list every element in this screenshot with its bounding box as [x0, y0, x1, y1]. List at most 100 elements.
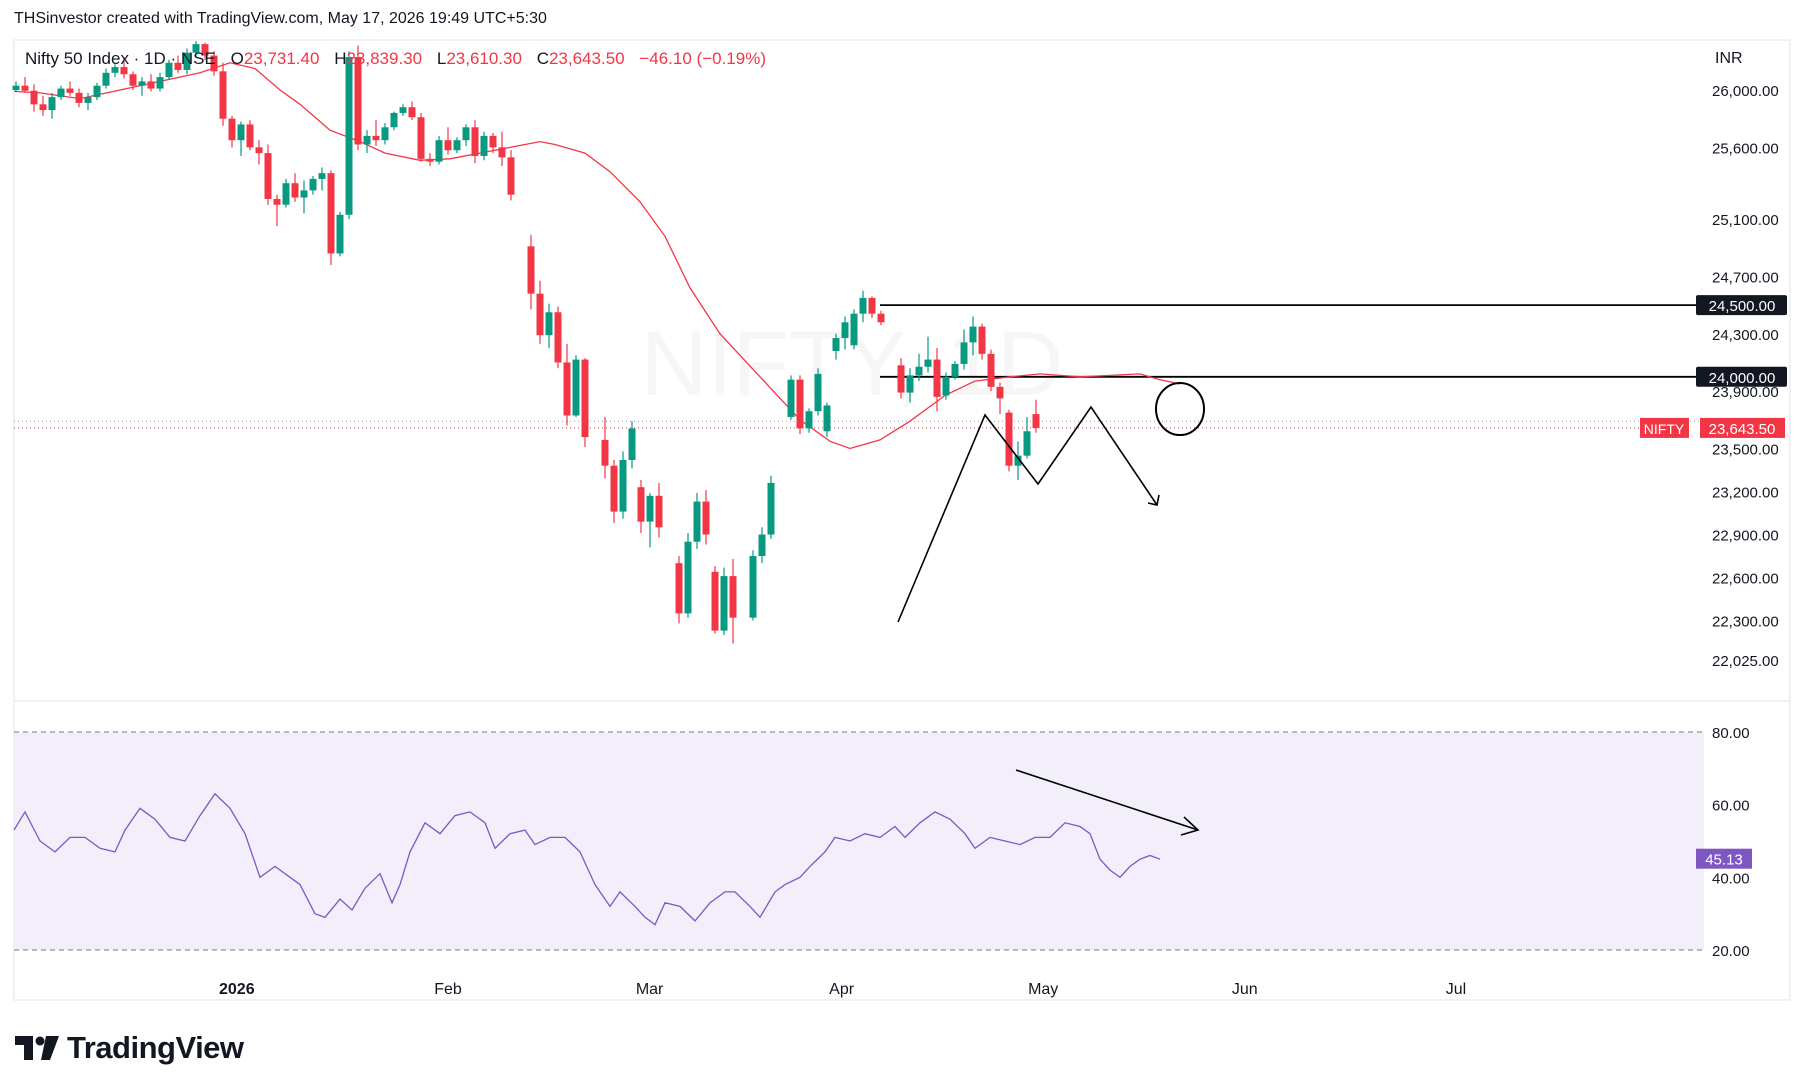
candle — [711, 566, 719, 634]
candle — [255, 140, 263, 165]
level-price-tag — [1696, 295, 1787, 316]
candle-body — [273, 198, 281, 205]
candle-body — [408, 107, 416, 118]
candle-body — [859, 297, 867, 314]
candle — [693, 492, 701, 549]
tradingview-logo-icon — [15, 1036, 59, 1060]
candle — [201, 42, 209, 60]
candle — [309, 176, 317, 195]
candle-body — [255, 147, 263, 154]
candle-body — [489, 135, 497, 148]
candle — [138, 77, 146, 96]
candle — [628, 421, 636, 469]
rsi-tick-label: 20.00 — [1712, 943, 1750, 960]
price-tick-label: 23,200.00 — [1712, 485, 1779, 502]
time-tick-label: Jun — [1232, 981, 1258, 998]
candle-body — [796, 379, 804, 429]
high-label: H — [334, 49, 347, 68]
candle-body — [924, 359, 932, 367]
candle — [282, 178, 290, 208]
candle — [318, 167, 326, 191]
rsi-line — [13, 792, 1161, 926]
candle — [192, 41, 200, 56]
rsi-tick-label: 60.00 — [1712, 798, 1750, 815]
candle-body — [684, 541, 692, 614]
candle — [563, 343, 571, 426]
candle-body — [318, 173, 326, 179]
candle-body — [156, 77, 164, 89]
candle-body — [877, 313, 885, 323]
candle — [12, 81, 20, 92]
candle-body — [960, 342, 968, 364]
candle-body — [201, 44, 209, 56]
candle-body — [969, 326, 977, 343]
candle — [868, 296, 876, 318]
low-value: 23,610.30 — [446, 49, 522, 68]
candle — [805, 408, 813, 433]
candle — [120, 57, 128, 79]
candle-body — [787, 379, 795, 417]
candle — [66, 81, 74, 96]
candle-body — [850, 313, 858, 346]
price-tick-label: 22,300.00 — [1712, 614, 1779, 631]
candle-body — [309, 178, 317, 191]
high-value: 23,839.30 — [346, 49, 423, 68]
candle — [787, 375, 795, 420]
level-price-tag — [1696, 366, 1787, 387]
candle-body — [1014, 455, 1022, 466]
candle — [165, 59, 173, 80]
candle-body — [693, 501, 701, 542]
candle-body — [841, 322, 849, 339]
candle-body — [498, 147, 506, 158]
price-tick-label: 22,600.00 — [1712, 571, 1779, 588]
candle — [84, 92, 92, 111]
symbol-legend[interactable]: Nifty 50 Index · 1D · NSE O23,731.40 H23… — [25, 49, 766, 69]
candle — [702, 490, 710, 545]
candle-body — [675, 563, 683, 614]
candle — [264, 144, 272, 205]
candle — [363, 130, 371, 154]
currency-label[interactable]: INR — [1715, 50, 1743, 67]
last-price-tag — [1700, 417, 1785, 438]
candle — [471, 120, 479, 164]
candle-body — [426, 158, 434, 162]
candle-body — [978, 326, 986, 354]
close-label: C — [536, 49, 549, 68]
candle-body — [462, 127, 470, 141]
candle-body — [48, 97, 56, 111]
candle — [174, 55, 182, 73]
candle — [408, 101, 416, 121]
candle-body — [915, 366, 923, 376]
candle-body — [237, 124, 245, 141]
candle — [536, 280, 544, 344]
candle-body — [758, 534, 766, 557]
candle — [796, 375, 804, 435]
candle-body — [942, 376, 950, 396]
candle — [30, 84, 38, 112]
candle-body — [381, 127, 389, 141]
candle-body — [183, 52, 191, 70]
candle — [291, 173, 299, 202]
candle — [758, 527, 766, 564]
candle-body — [1032, 414, 1040, 428]
candle-body — [264, 153, 272, 199]
tradingview-logo[interactable]: TradingView — [15, 1030, 244, 1066]
candle — [684, 533, 692, 618]
candle — [675, 556, 683, 624]
candle — [210, 51, 218, 76]
candle — [619, 451, 627, 519]
time-tick-label: 2026 — [219, 981, 255, 998]
candle-body — [1023, 431, 1031, 456]
w-pattern-drawing — [897, 405, 1158, 623]
candle-body — [93, 85, 101, 98]
candle — [915, 353, 923, 382]
candle-body — [300, 190, 308, 198]
candle-body — [138, 81, 146, 86]
symbol-name[interactable]: Nifty 50 Index · 1D · NSE — [25, 49, 216, 68]
candle — [655, 482, 663, 538]
candle-body — [147, 81, 155, 89]
candle-body — [444, 140, 452, 151]
candle — [729, 558, 737, 644]
rsi-value-label: 45.13 — [1705, 852, 1743, 869]
